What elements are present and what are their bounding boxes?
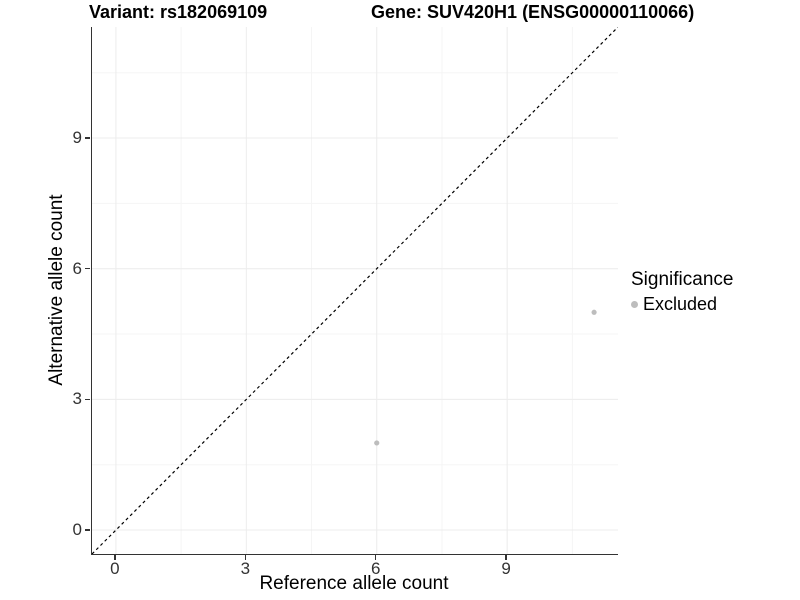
x-tick-label: 6 [371,559,381,578]
x-tick-label: 0 [110,559,120,578]
x-tick-label: 9 [501,559,511,578]
data-point [374,440,380,446]
y-tick-label: 9 [72,128,82,148]
identity-line [92,27,618,554]
plot-canvas [92,27,618,554]
x-tick [244,555,247,560]
gene-title: Gene: SUV420H1 (ENSG00000110066) [371,2,695,22]
legend-title: Significance [631,269,734,290]
legend: Significance Excluded [631,269,733,315]
y-axis-title: Alternative allele count [46,194,67,386]
y-tick-label: 3 [72,389,82,409]
legend-item-label: Excluded [643,294,718,314]
data-point [591,309,597,315]
x-tick-label: 3 [240,559,251,578]
variant-title: Variant: rs182069109 [89,2,268,22]
x-tick [114,555,116,560]
legend-point-icon [631,301,638,308]
y-tick [85,267,90,270]
y-tick [85,137,90,139]
x-tick [374,555,377,560]
y-tick [85,529,90,531]
y-tick-label: 0 [72,520,82,540]
plot-panel [91,27,618,555]
y-tick-label: 6 [72,258,82,278]
x-tick [505,555,507,560]
x-axis-title: Reference allele count [259,573,449,594]
legend-item-excluded: Excluded [631,294,733,315]
y-tick [85,398,90,401]
